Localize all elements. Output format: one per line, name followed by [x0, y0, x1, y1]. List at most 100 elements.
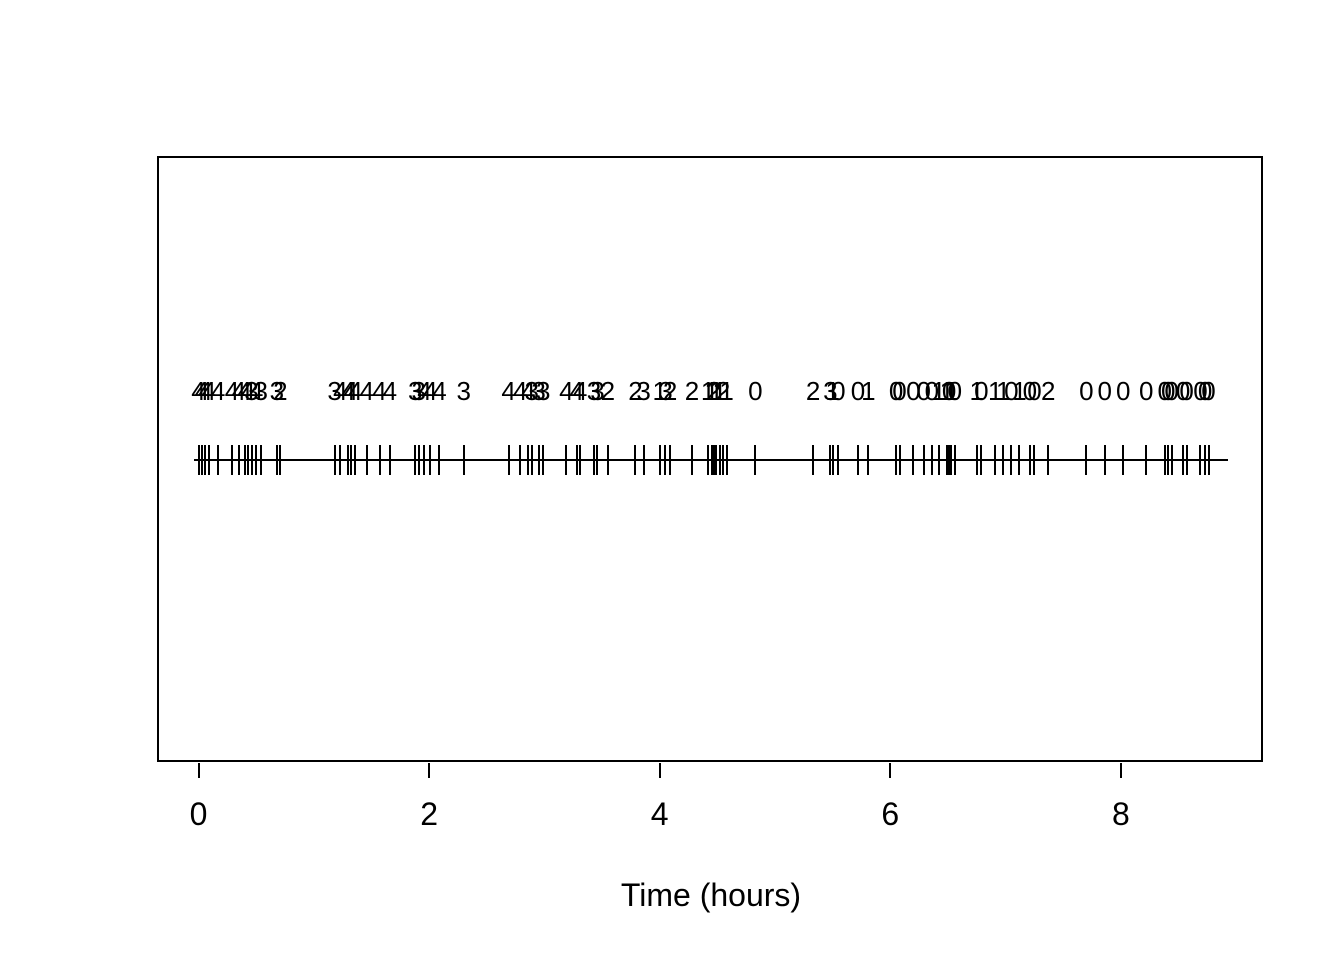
event-label: 4: [237, 376, 252, 406]
event-label: 4: [359, 376, 375, 406]
event-label: 1: [708, 376, 724, 406]
event-label: 1: [704, 376, 719, 406]
event-tick: [1163, 445, 1166, 475]
event-tick: [592, 445, 595, 475]
event-label: 1: [861, 376, 876, 406]
event-label: 0: [831, 376, 846, 406]
event-label: 2: [805, 376, 821, 406]
event-label: 0: [1022, 376, 1038, 406]
event-label: 4: [198, 376, 213, 406]
event-tick: [722, 445, 725, 475]
event-tick: [895, 445, 898, 475]
event-label: 0: [1175, 376, 1191, 406]
event-label: 0: [1115, 376, 1131, 406]
event-tick: [1085, 445, 1088, 475]
event-label: 0: [906, 376, 921, 406]
event-label: 4: [240, 376, 256, 406]
event-label: 0: [748, 376, 763, 406]
event-tick: [658, 445, 661, 475]
event-label: 1: [1012, 376, 1027, 406]
event-label: 4: [501, 376, 516, 406]
event-label: 2: [706, 376, 722, 406]
event-tick: [423, 445, 426, 475]
event-tick: [247, 445, 250, 475]
event-label: 3: [636, 376, 651, 406]
event-label: 0: [850, 376, 866, 406]
event-label: 3: [658, 376, 673, 406]
event-tick: [237, 445, 240, 475]
event-label: 4: [224, 376, 240, 406]
event-tick: [1204, 445, 1207, 475]
event-label: 4: [201, 376, 217, 406]
event-tick: [945, 445, 948, 475]
event-tick: [530, 445, 533, 475]
event-tick: [912, 445, 915, 475]
event-label: 0: [1004, 376, 1019, 406]
event-tick: [950, 445, 953, 475]
event-tick: [347, 445, 350, 475]
event-label: 3: [327, 376, 342, 406]
event-label: 4: [210, 376, 226, 406]
event-label: 4: [333, 376, 348, 406]
event-tick: [354, 445, 357, 475]
event-tick: [664, 445, 667, 475]
event-tick: [217, 445, 220, 475]
event-tick: [204, 445, 207, 475]
event-label: 3: [456, 376, 471, 406]
event-label: 1: [652, 376, 667, 406]
event-tick: [1103, 445, 1106, 475]
event-tick: [378, 445, 381, 475]
event-label: 4: [521, 376, 536, 406]
event-label: 2: [273, 376, 288, 406]
x-axis-tick-label: 0: [189, 796, 208, 832]
event-label: 0: [1160, 376, 1176, 406]
event-tick: [725, 445, 728, 475]
event-tick: [230, 445, 233, 475]
event-label: 0: [974, 376, 989, 406]
event-tick: [837, 445, 840, 475]
event-tick: [754, 445, 757, 475]
event-tick: [527, 445, 530, 475]
event-tick: [994, 445, 997, 475]
event-label: 2: [1041, 376, 1056, 406]
event-tick: [1185, 445, 1188, 475]
event-label: 1: [825, 376, 840, 406]
event-label: 4: [191, 376, 206, 406]
event-label: 0: [1139, 376, 1154, 406]
event-tick: [197, 445, 200, 475]
event-label: 0: [1157, 376, 1172, 406]
event-tick: [388, 445, 391, 475]
event-label: 0: [916, 376, 931, 406]
event-tick: [365, 445, 368, 475]
event-label: 1: [939, 376, 955, 406]
event-label: 4: [423, 376, 438, 406]
event-label: 0: [1079, 376, 1094, 406]
event-label: 3: [590, 376, 605, 406]
event-label: 4: [432, 376, 447, 406]
event-tick: [937, 445, 940, 475]
event-label: 4: [382, 376, 398, 406]
event-label: 4: [417, 376, 432, 406]
event-tick: [349, 445, 352, 475]
event-tick: [857, 445, 860, 475]
event-tick: [606, 445, 609, 475]
event-tick: [829, 445, 832, 475]
event-tick: [642, 445, 645, 475]
event-label: 3: [408, 376, 423, 406]
event-label: 4: [348, 376, 363, 406]
event-label: 3: [253, 376, 268, 406]
event-tick: [279, 445, 282, 475]
event-tick: [718, 445, 721, 475]
event-label: 1: [700, 376, 716, 406]
event-tick: [1170, 445, 1173, 475]
event-label: 0: [888, 376, 904, 406]
event-label: 4: [372, 376, 387, 406]
event-label: 0: [941, 376, 957, 406]
event-tick: [669, 445, 672, 475]
x-axis-tick-label: 2: [420, 796, 438, 832]
event-tick: [922, 445, 925, 475]
event-tick: [948, 445, 951, 475]
event-label: 0: [892, 376, 907, 406]
event-tick: [975, 445, 978, 475]
event-tick: [429, 445, 432, 475]
